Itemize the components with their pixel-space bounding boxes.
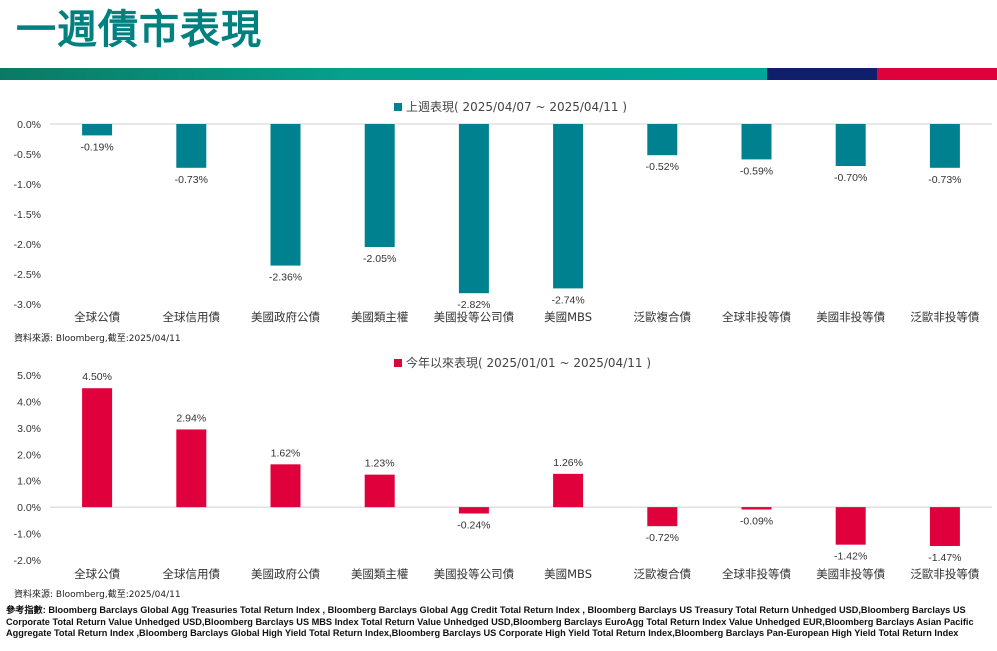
ytd-y-tick-label: 5.0%	[17, 370, 41, 382]
ytd-y-tick-label: 3.0%	[17, 423, 41, 435]
weekly-category-label: 美國MBS	[544, 310, 592, 324]
ytd-category-label: 美國非投等債	[816, 567, 885, 581]
ytd-y-tick-label: 1.0%	[17, 476, 41, 488]
ytd-data-label: 1.23%	[365, 458, 395, 470]
ytd-category-label: 全球公債	[74, 567, 120, 581]
weekly-category-label: 泛歐非投等債	[910, 310, 979, 324]
ytd-performance-chart: 今年以來表現( 2025/01/01 ~ 2025/04/11 ) 5.0% 4.0…	[14, 355, 992, 581]
ytd-category-label: 泛歐非投等債	[910, 567, 979, 581]
page-title: 一週債市表現	[16, 7, 262, 53]
ytd-bar	[835, 507, 866, 545]
ytd-y-tick-label: -1.0%	[14, 529, 41, 541]
weekly-performance-chart: 上週表現( 2025/04/07 ~ 2025/04/11 ) 0.0% -0.5%…	[14, 100, 992, 324]
header-color-band	[0, 68, 997, 80]
weekly-data-label: -2.36%	[269, 272, 302, 284]
ytd-category-label: 全球非投等債	[722, 567, 791, 581]
weekly-y-tick-label: -1.5%	[14, 209, 41, 221]
weekly-y-tick-label: -3.0%	[14, 299, 41, 311]
weekly-category-label: 全球公債	[74, 310, 120, 324]
ytd-category-label: 全球信用債	[163, 567, 221, 581]
ytd-category-label: 美國MBS	[544, 567, 592, 581]
ytd-data-label: 1.26%	[553, 457, 583, 469]
ytd-bar	[741, 507, 772, 510]
weekly-legend: 上週表現( 2025/04/07 ~ 2025/04/11 )	[394, 100, 627, 114]
ytd-bar	[364, 474, 395, 508]
ytd-bar	[647, 507, 678, 527]
ytd-bar	[929, 507, 960, 546]
weekly-data-label: -0.52%	[646, 161, 679, 173]
weekly-data-label: -0.73%	[928, 174, 961, 186]
weekly-bar	[176, 124, 207, 168]
weekly-bar	[364, 124, 395, 247]
ytd-bar	[82, 388, 113, 508]
ytd-y-tick-label: 0.0%	[17, 502, 41, 514]
band-navy	[767, 68, 877, 80]
weekly-data-label: -2.05%	[363, 253, 396, 265]
weekly-category-label: 美國類主權	[351, 310, 409, 324]
ytd-data-label: 1.62%	[271, 447, 301, 459]
weekly-category-label: 泛歐複合債	[634, 310, 692, 324]
weekly-bar	[270, 124, 301, 266]
weekly-source-note: 資料來源: Bloomberg,截至:2025/04/11	[14, 334, 181, 344]
ytd-category-label: 泛歐複合債	[634, 567, 692, 581]
ytd-y-tick-label: 4.0%	[17, 396, 41, 408]
ytd-legend-label: 今年以來表現( 2025/01/01 ~ 2025/04/11 )	[406, 355, 651, 370]
weekly-y-tick-label: 0.0%	[17, 119, 41, 131]
weekly-category-label: 美國非投等債	[816, 310, 885, 324]
ytd-legend-swatch	[394, 359, 402, 367]
ytd-source-note: 資料來源: Bloomberg,截至:2025/04/11	[14, 590, 181, 600]
ytd-bar	[176, 429, 207, 508]
ytd-bar	[553, 473, 584, 508]
reference-indices: 參考指數: Bloomberg Barclays Global Agg Trea…	[6, 605, 974, 638]
ytd-category-label: 美國類主權	[351, 567, 409, 581]
weekly-bar	[458, 124, 489, 294]
ytd-y-tick-label: 2.0%	[17, 449, 41, 461]
weekly-category-label: 全球信用債	[163, 310, 221, 324]
weekly-data-label: -0.70%	[834, 172, 867, 184]
weekly-category-label: 全球非投等債	[722, 310, 791, 324]
weekly-bar	[741, 124, 772, 160]
ytd-bar	[270, 464, 301, 508]
weekly-bar	[82, 124, 113, 136]
ytd-bar	[458, 507, 489, 514]
ytd-category-label: 美國投等公司債	[434, 567, 515, 581]
ytd-data-label: -1.42%	[834, 551, 867, 563]
weekly-bar	[835, 124, 866, 166]
weekly-legend-label: 上週表現( 2025/04/07 ~ 2025/04/11 )	[406, 100, 627, 114]
weekly-y-tick-label: -2.0%	[14, 239, 41, 251]
ytd-data-label: -0.24%	[457, 519, 490, 531]
ytd-data-label: 4.50%	[82, 371, 112, 383]
weekly-legend-swatch	[394, 103, 402, 111]
ytd-data-label: -0.72%	[646, 532, 679, 544]
ytd-data-label: -0.09%	[740, 516, 773, 528]
weekly-bar	[647, 124, 678, 156]
ytd-legend: 今年以來表現( 2025/01/01 ~ 2025/04/11 )	[394, 355, 651, 370]
weekly-data-label: -2.82%	[457, 299, 490, 311]
ytd-data-label: -1.47%	[928, 552, 961, 564]
weekly-y-tick-label: -0.5%	[14, 149, 41, 161]
weekly-category-label: 美國投等公司債	[434, 310, 515, 324]
band-red	[877, 68, 997, 80]
weekly-bar	[929, 124, 960, 168]
weekly-data-label: -0.73%	[175, 174, 208, 186]
weekly-y-tick-label: -2.5%	[14, 269, 41, 281]
weekly-category-label: 美國政府公債	[251, 310, 320, 324]
weekly-y-tick-label: -1.0%	[14, 179, 41, 191]
ytd-category-label: 美國政府公債	[251, 567, 320, 581]
weekly-data-label: -0.59%	[740, 165, 773, 177]
weekly-data-label: -0.19%	[80, 141, 113, 153]
ytd-y-tick-label: -2.0%	[14, 555, 41, 567]
ytd-data-label: 2.94%	[176, 412, 206, 424]
weekly-data-label: -2.74%	[551, 294, 584, 306]
weekly-bar	[553, 124, 584, 289]
band-teal	[0, 68, 767, 80]
